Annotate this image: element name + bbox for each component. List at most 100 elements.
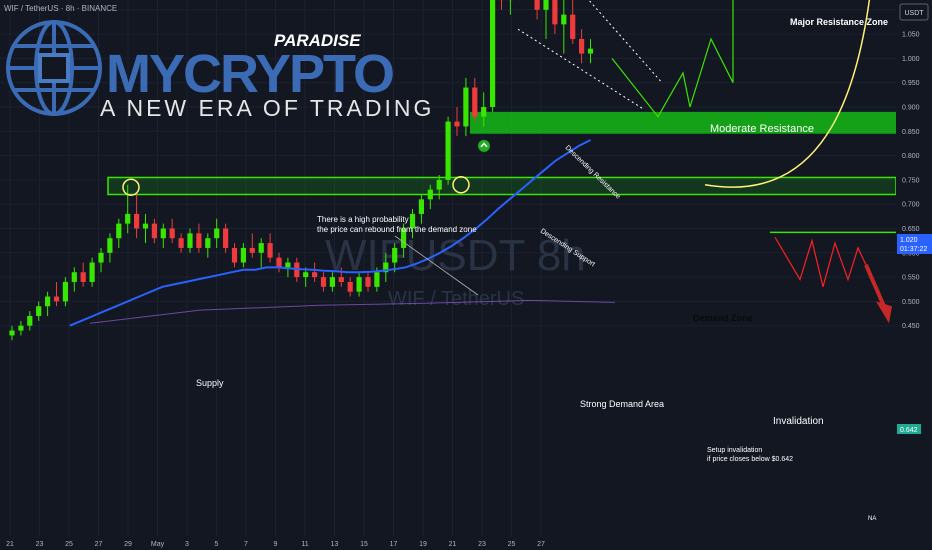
candle-body xyxy=(18,325,24,331)
arrow-up-icon xyxy=(732,0,734,83)
y-tick-label: 0.900 xyxy=(902,105,920,112)
candle-body xyxy=(258,243,264,253)
symbol-line: WIF / TetherUS · 8h · BINANCE xyxy=(4,4,117,13)
y-tick-label: 0.950 xyxy=(902,80,920,87)
candle-body xyxy=(365,277,371,287)
ma-line xyxy=(69,139,591,327)
candle-body xyxy=(134,213,140,229)
candle-body xyxy=(98,252,104,263)
candle-body xyxy=(587,48,594,54)
candle-body xyxy=(490,0,496,108)
price-countdown: 01:37:22 xyxy=(900,246,927,253)
candle-body xyxy=(71,272,77,282)
candle-body xyxy=(454,121,460,127)
candle-body xyxy=(62,281,68,302)
candle-body xyxy=(570,14,576,39)
candle-body xyxy=(187,233,193,248)
red-arrow-shaft xyxy=(864,264,886,308)
x-tick-label: 25 xyxy=(65,541,73,548)
candle-body xyxy=(9,330,15,336)
candle-body xyxy=(27,315,33,326)
time-axis[interactable]: 21 23 25 27 29 May 3 5 7 9 11 13 15 17 19 21 23 25 27 xyxy=(0,536,932,550)
candle-body xyxy=(543,0,549,10)
candle-body xyxy=(534,0,540,10)
x-tick-label: 29 xyxy=(124,541,132,548)
candle-body xyxy=(463,87,469,127)
watermark-sub: WIF / TetherUS xyxy=(388,288,524,310)
candle-body xyxy=(552,0,558,25)
candle-body xyxy=(561,14,567,25)
candle-body xyxy=(125,213,131,224)
y-tick-label: 1.050 xyxy=(902,32,920,39)
candle-body xyxy=(240,247,246,263)
x-tick-label: May xyxy=(151,541,165,548)
supply-zone xyxy=(107,176,897,196)
candle-body xyxy=(214,228,220,239)
moderate-resistance-label: Moderate Resistance xyxy=(710,123,814,135)
setup-invalidation-line1: Setup invalidation xyxy=(707,447,762,454)
green-projection-path xyxy=(611,37,734,118)
candle-body xyxy=(285,262,291,268)
candle-body xyxy=(169,228,175,239)
x-tick-label: 21 xyxy=(6,541,14,548)
candle-body xyxy=(418,199,424,214)
candle-body xyxy=(276,257,282,268)
probability-line1: There is a high probability xyxy=(317,215,409,224)
y-tick-label: 0.450 xyxy=(902,323,920,330)
logo-slogan: A NEW ERA OF TRADING xyxy=(100,95,434,121)
x-tick-label: 13 xyxy=(331,541,339,548)
y-tick-label: 1.000 xyxy=(902,56,920,63)
current-price-tag xyxy=(897,234,932,254)
red-arrow-down-icon xyxy=(876,301,892,324)
current-price: 1.020 xyxy=(900,237,918,244)
x-tick-label: 19 xyxy=(419,541,427,548)
candle-body xyxy=(196,233,202,248)
candle-body xyxy=(116,223,122,239)
logo: MYCRYPTO PARADISE A NEW ERA OF TRADING xyxy=(6,20,434,121)
y-tick-label: 0.500 xyxy=(902,299,920,306)
x-tick-label: 27 xyxy=(537,541,545,548)
x-tick-label: 27 xyxy=(95,541,103,548)
na-label: NA xyxy=(868,516,876,522)
candle-body xyxy=(436,179,442,190)
supply-label: Supply xyxy=(196,378,224,388)
candle-body xyxy=(142,223,149,229)
x-tick-label: 23 xyxy=(36,541,44,548)
demand-zone-label: Demand Zone xyxy=(693,313,753,323)
price-axis[interactable]: 1.4501.4001.3501.3001.2501.2001.1501.100… xyxy=(896,0,932,536)
globe-icon xyxy=(6,20,102,116)
major-resistance-label: Major Resistance Zone xyxy=(790,17,888,27)
setup-invalidation-line2: if price closes below $0.642 xyxy=(707,456,793,463)
probability-pointer xyxy=(394,235,479,296)
logo-brand: MYCRYPTO xyxy=(106,44,393,104)
currency-button[interactable] xyxy=(899,3,929,21)
x-tick-label: 9 xyxy=(274,541,278,548)
highlight-circle xyxy=(122,178,140,196)
candles xyxy=(9,0,594,341)
x-tick-label: 21 xyxy=(449,541,457,548)
candle-body xyxy=(267,243,273,258)
invalidation-price: 0.642 xyxy=(900,427,918,434)
candle-body xyxy=(312,272,318,278)
y-tick-label: 0.850 xyxy=(902,129,920,136)
candle-body xyxy=(80,272,86,282)
candle-body xyxy=(338,277,344,282)
yellow-projection-curve xyxy=(704,0,871,188)
candle-body xyxy=(231,247,238,263)
y-tick-label: 0.650 xyxy=(902,226,920,233)
probability-line2: the price can rebound from the demand zo… xyxy=(317,225,477,234)
candle-body xyxy=(329,277,335,287)
candle-body xyxy=(36,306,42,316)
candle-body xyxy=(445,121,451,180)
candle-body xyxy=(374,272,380,287)
strong-demand-label: Strong Demand Area xyxy=(580,399,664,409)
candle-body xyxy=(356,277,362,292)
candle-body xyxy=(303,272,309,278)
candle-body xyxy=(409,213,416,229)
highlight-circle xyxy=(452,176,470,194)
candle-body xyxy=(53,296,60,302)
candle-body xyxy=(401,228,407,248)
candle-body xyxy=(347,281,353,292)
y-tick-label: 0.800 xyxy=(902,153,920,160)
